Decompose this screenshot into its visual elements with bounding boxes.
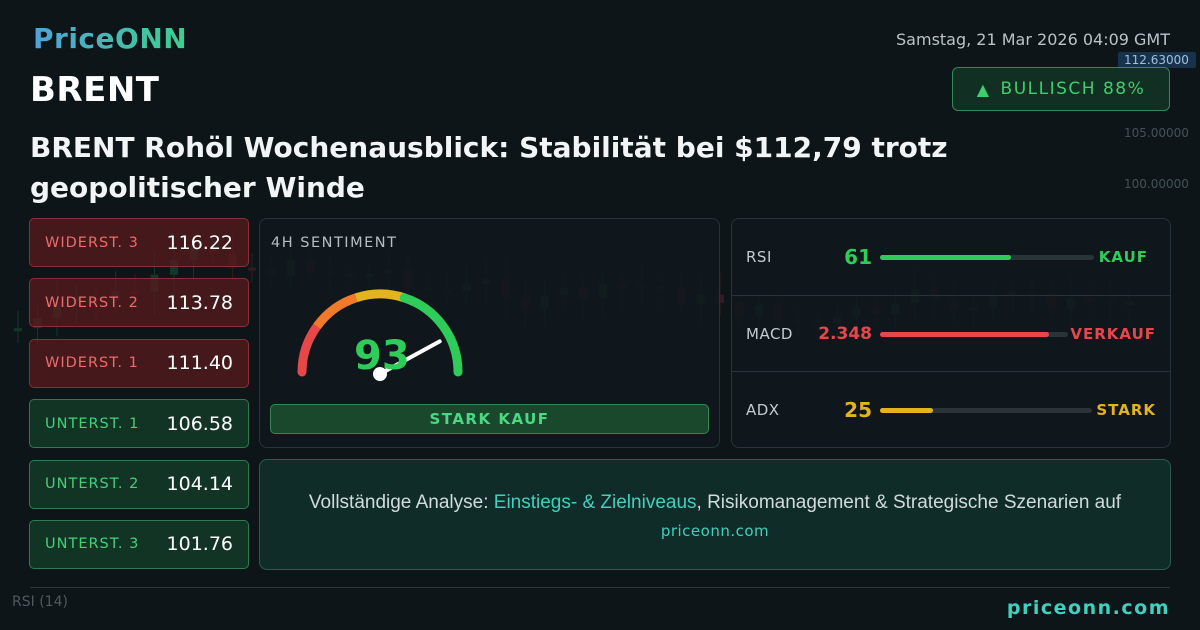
level-value: 106.58	[166, 412, 233, 435]
price-levels-list: WIDERST. 3 116.22 WIDERST. 2 113.78 WIDE…	[29, 218, 249, 580]
sentiment-score: 93	[354, 333, 410, 379]
indicator-name: MACD	[746, 325, 793, 343]
level-value: 101.76	[166, 533, 233, 556]
indicator-fill	[880, 332, 1050, 337]
triangle-up-icon: ▲	[976, 79, 991, 99]
indicator-track	[880, 408, 1092, 413]
level-resistance-1: WIDERST. 1 111.40	[29, 338, 249, 388]
bg-price-label: 100.00000	[1124, 177, 1189, 191]
headline: BRENT Rohöl Wochenausblick: Stabilität b…	[30, 131, 948, 204]
indicators-panel: RSI 61 KAUF MACD 2.348 VERKAUF ADX 25 ST…	[731, 218, 1171, 448]
indicator-fill	[880, 255, 1011, 260]
level-label: WIDERST. 1	[45, 355, 139, 372]
indicator-name: RSI	[746, 248, 772, 266]
bg-candle-body	[716, 294, 724, 303]
indicator-track	[880, 255, 1094, 260]
indicator-track	[880, 332, 1068, 337]
indicator-fill	[880, 408, 933, 413]
indicator-name: ADX	[746, 401, 780, 419]
level-value: 116.22	[166, 231, 233, 254]
indicator-signal: VERKAUF	[1070, 325, 1156, 343]
indicator-value: 61	[844, 245, 872, 269]
indicator-signal: STARK	[1096, 401, 1156, 419]
cta-prefix: Vollständige Analyse:	[308, 492, 494, 513]
indicator-row-rsi: RSI 61 KAUF	[732, 219, 1170, 295]
level-label: UNTERST. 2	[45, 476, 140, 493]
gauge-pivot	[373, 367, 387, 381]
bg-rsi-label: RSI (14)	[12, 594, 68, 610]
bg-candle-body	[248, 267, 256, 271]
level-value: 111.40	[166, 352, 233, 375]
level-label: UNTERST. 1	[45, 415, 140, 432]
gauge-segment-orange	[313, 293, 358, 329]
indicator-row-macd: MACD 2.348 VERKAUF	[732, 295, 1170, 372]
level-label: UNTERST. 3	[45, 536, 140, 553]
indicator-value: 25	[844, 398, 872, 422]
bullish-badge: ▲ BULLISCH 88%	[952, 67, 1170, 111]
level-label: WIDERST. 3	[45, 234, 139, 251]
date-time-stamp: Samstag, 21 Mar 2026 04:09 GMT	[896, 30, 1170, 49]
gauge-needle	[378, 339, 442, 376]
indicator-row-adx: ADX 25 STARK	[732, 371, 1170, 448]
bg-price-label: 105.00000	[1124, 126, 1189, 140]
level-resistance-3: WIDERST. 3 116.22	[29, 218, 249, 267]
bg-price-tag: 112.63000	[1124, 53, 1189, 67]
indicator-value: 2.348	[818, 324, 872, 344]
level-label: WIDERST. 2	[45, 294, 139, 311]
level-support-1: UNTERST. 1 106.58	[29, 399, 249, 449]
level-value: 113.78	[166, 291, 233, 314]
ticker-symbol: BRENT	[30, 70, 160, 110]
cta-panel[interactable]: Vollständige Analyse: Einstiegs- & Zieln…	[259, 459, 1171, 570]
cta-text: Vollständige Analyse: Einstiegs- & Zieln…	[260, 492, 1170, 514]
bg-candle-body	[170, 260, 178, 275]
cta-suffix: , Risikomanagement & Strategische Szenar…	[696, 492, 1122, 513]
gauge-segment-green	[399, 293, 463, 377]
priceonn-logo: PriceONN	[33, 22, 188, 55]
sentiment-title: 4H SENTIMENT	[271, 235, 398, 251]
footer-brand-url[interactable]: priceonn.com	[1006, 597, 1170, 619]
cta-highlight: Einstiegs- & Zielniveaus	[493, 492, 697, 513]
indicator-signal: KAUF	[1098, 248, 1148, 266]
level-support-3: UNTERST. 3 101.76	[29, 519, 249, 569]
sentiment-panel: 4H SENTIMENT 93 STARK KAUF	[259, 218, 720, 448]
level-value: 104.14	[166, 473, 233, 496]
gauge-segment-yellow	[354, 289, 406, 303]
gauge-segment-red	[297, 321, 322, 377]
level-resistance-2: WIDERST. 2 113.78	[29, 278, 249, 328]
sentiment-gauge	[297, 289, 463, 381]
bullish-badge-label: BULLISCH 88%	[1000, 79, 1146, 99]
cta-link[interactable]: priceonn.com	[660, 522, 770, 540]
level-support-2: UNTERST. 2 104.14	[29, 459, 249, 509]
bg-candle-body	[14, 328, 22, 332]
footer-divider	[30, 587, 1170, 588]
sentiment-label: STARK KAUF	[270, 404, 709, 434]
